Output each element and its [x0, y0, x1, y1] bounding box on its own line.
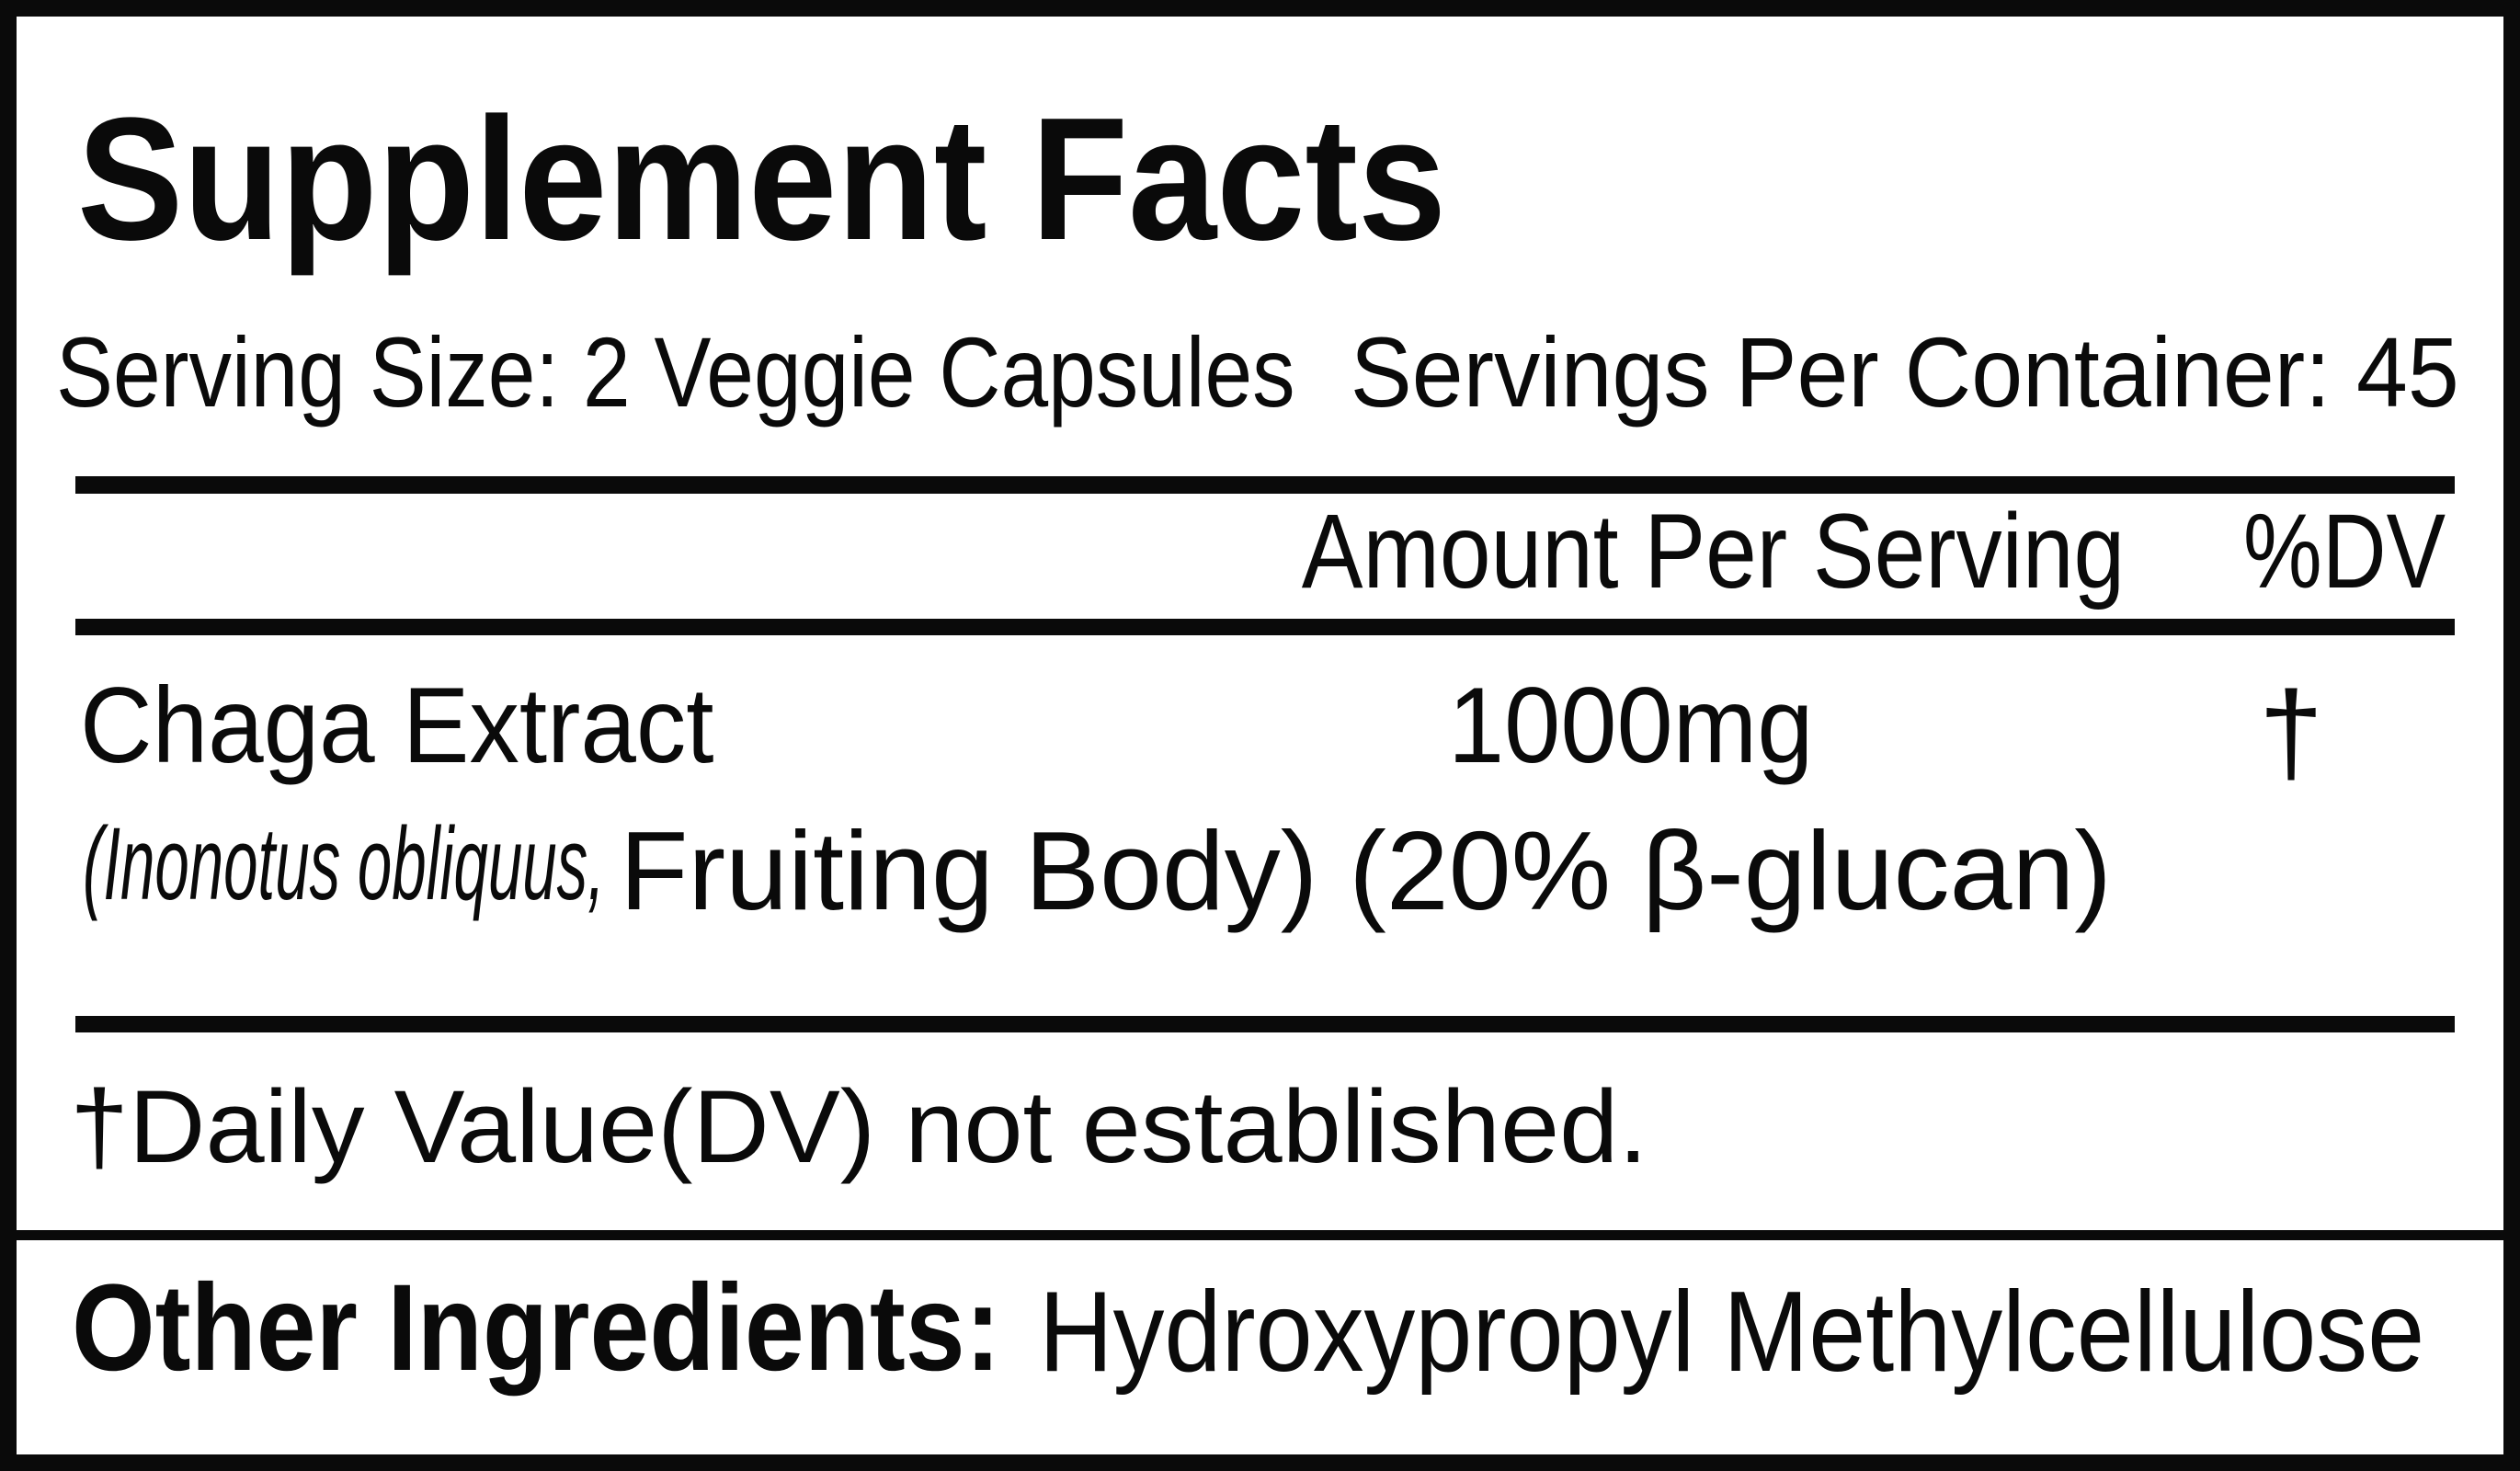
- ingredient-name: Chaga Extract: [80, 665, 714, 785]
- ingredient-dv-dagger-symbol: †: [2259, 667, 2324, 797]
- separator-other-ingredients: [17, 1230, 2503, 1240]
- other-ingredients-value: Hydroxypropyl Methylcellulose: [1039, 1269, 2425, 1396]
- column-header-dv: %DV: [2242, 493, 2446, 610]
- ingredient-source-latin-name: (Inonotus obliquus,: [83, 806, 605, 921]
- servings-per-container-text: Servings Per Container: 45: [1351, 316, 2459, 428]
- rule-header-top: [75, 476, 2455, 494]
- ingredient-source-detail: Fruiting Body) (20% β-glucan): [620, 808, 2112, 933]
- rule-header-bottom: [75, 619, 2455, 635]
- daily-value-footnote: †Daily Value(DV) not established.: [70, 1069, 1648, 1184]
- rule-footnote-top: [75, 1016, 2455, 1032]
- serving-size-text: Serving Size: 2 Veggie Capsules: [56, 316, 1295, 428]
- column-header-amount-per-serving: Amount Per Serving: [1301, 493, 2125, 610]
- other-ingredients-label: Other Ingredients:: [72, 1260, 1001, 1397]
- ingredient-amount: 1000mg: [1448, 665, 1814, 785]
- panel-title: Supplement Facts: [77, 82, 1447, 277]
